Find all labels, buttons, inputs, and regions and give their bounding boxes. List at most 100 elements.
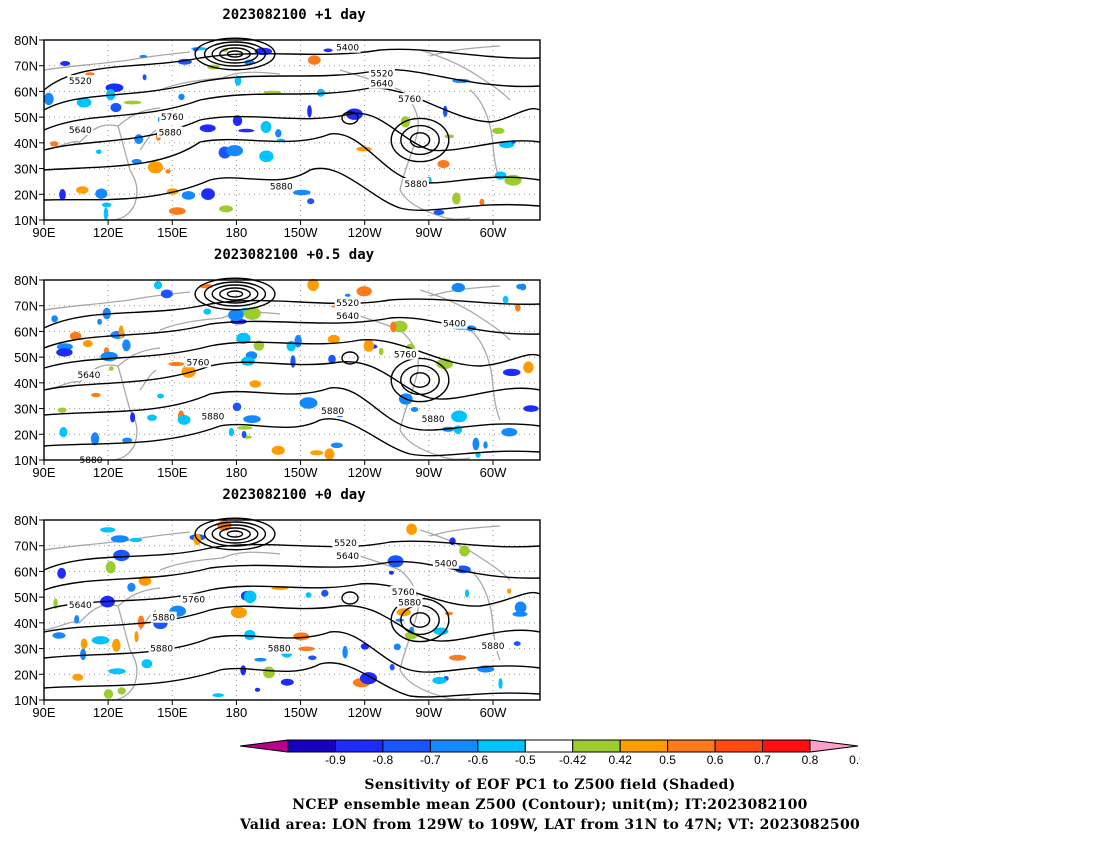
lon-tick-label: 60W bbox=[480, 465, 507, 480]
sensitivity-shading bbox=[263, 90, 282, 94]
sensitivity-shading bbox=[356, 286, 372, 297]
colorbar-box bbox=[382, 739, 431, 753]
sensitivity-shading bbox=[464, 589, 470, 598]
sensitivity-shading bbox=[56, 343, 73, 351]
sensitivity-shading bbox=[181, 365, 196, 378]
sensitivity-shading bbox=[502, 368, 521, 377]
sensitivity-shading bbox=[307, 55, 321, 65]
sensitivity-shading bbox=[323, 48, 333, 53]
sensitivity-shading bbox=[241, 430, 247, 439]
sensitivity-shading bbox=[147, 161, 164, 174]
contour-label-text: 5760 bbox=[161, 113, 184, 123]
sensitivity-shading bbox=[507, 588, 512, 594]
coastline bbox=[43, 587, 161, 631]
coastline bbox=[469, 329, 501, 421]
plot-frame bbox=[43, 39, 541, 221]
contour-label: 5760 bbox=[159, 111, 186, 123]
sensitivity-shading bbox=[330, 442, 343, 449]
colorbar-label: 0.7 bbox=[754, 753, 771, 766]
z500-contour bbox=[43, 605, 541, 642]
sensitivity-shading bbox=[69, 331, 82, 341]
colorbar-triangle-left bbox=[239, 739, 289, 753]
sensitivity-shading bbox=[442, 105, 448, 118]
sensitivity-shading bbox=[105, 561, 116, 574]
contour-low-ring bbox=[194, 517, 276, 551]
lat-tick-label: 50N bbox=[14, 350, 38, 365]
z500-contour bbox=[43, 338, 541, 369]
contour-label-text: 5760 bbox=[392, 588, 415, 598]
caption-valid-area: Valid area: LON from 129W to 109W, LAT f… bbox=[239, 817, 861, 833]
contour-label-text: 5400 bbox=[434, 560, 457, 570]
contour-label-text: 5880 bbox=[398, 598, 421, 608]
lon-tick-label: 60W bbox=[480, 225, 507, 240]
sensitivity-shading bbox=[388, 570, 394, 575]
sensitivity-shading bbox=[516, 284, 524, 290]
contour-closed-low bbox=[341, 591, 359, 605]
contour-label: 5880 bbox=[268, 180, 295, 193]
contour-low-ring bbox=[203, 521, 267, 547]
sensitivity-shading bbox=[142, 74, 147, 81]
sensitivity-shading bbox=[57, 567, 66, 579]
sensitivity-shading bbox=[307, 198, 315, 205]
contour-label-text: 5880 bbox=[201, 412, 224, 422]
sensitivity-shading bbox=[243, 590, 257, 604]
sensitivity-shading bbox=[91, 392, 101, 398]
colorbar-label: -0.6 bbox=[467, 753, 488, 766]
sensitivity-shading bbox=[199, 124, 216, 133]
sensitivity-shading bbox=[324, 448, 335, 460]
lon-tick-label: 90W bbox=[415, 465, 442, 480]
sensitivity-shading bbox=[360, 643, 370, 650]
contour-label-text: 5880 bbox=[80, 456, 103, 466]
colorbar-label: -0.7 bbox=[420, 753, 441, 766]
z500-contour bbox=[43, 662, 541, 698]
map-panel-3: 5520 5640 5400 5760 5880 5640 5760 5880 5880 5880… bbox=[0, 510, 560, 725]
contour-label-text: 5760 bbox=[398, 95, 421, 105]
sensitivity-shading bbox=[103, 689, 114, 699]
lon-tick-label: 150E bbox=[157, 225, 188, 240]
contour-label-text: 5880 bbox=[152, 614, 175, 624]
contour-label-text: 5760 bbox=[394, 351, 417, 361]
sensitivity-shading bbox=[305, 592, 312, 598]
contour-closed-low bbox=[341, 351, 359, 365]
contour-label: 5640 bbox=[67, 598, 94, 611]
sensitivity-shading bbox=[60, 61, 71, 66]
contour-label-text: 5880 bbox=[321, 407, 344, 417]
colorbar-box bbox=[477, 739, 526, 753]
contour-label: 5880 bbox=[396, 596, 423, 608]
lat-tick-label: 60N bbox=[14, 324, 38, 339]
lon-tick-label: 180 bbox=[226, 705, 248, 720]
lon-tick-label: 120E bbox=[93, 705, 124, 720]
sensitivity-shading bbox=[249, 380, 261, 388]
lat-tick-label: 40N bbox=[14, 376, 38, 391]
sensitivity-shading bbox=[363, 339, 374, 352]
contour-label-text: 5880 bbox=[270, 183, 293, 193]
sensitivity-shading bbox=[451, 410, 468, 423]
sensitivity-shading bbox=[389, 663, 395, 671]
contour-label: 5880 bbox=[150, 611, 177, 624]
sensitivity-shading bbox=[52, 632, 66, 639]
sensitivity-shading bbox=[449, 654, 467, 661]
colorbar-box bbox=[429, 739, 479, 753]
sensitivity-shading bbox=[219, 205, 233, 213]
lon-tick-label: 60W bbox=[480, 705, 507, 720]
lon-tick-label: 150W bbox=[284, 465, 319, 480]
contour-low-ring bbox=[194, 277, 276, 311]
contour-closed-low bbox=[400, 124, 440, 156]
sensitivity-shading bbox=[232, 115, 243, 127]
plot-frame bbox=[43, 519, 541, 701]
lat-tick-label: 80N bbox=[14, 273, 38, 288]
sensitivity-shading bbox=[308, 655, 317, 661]
contour-label: 5640 bbox=[75, 369, 102, 381]
lon-tick-label: 120E bbox=[93, 225, 124, 240]
sensitivity-shading bbox=[523, 361, 534, 374]
sensitivity-shading bbox=[240, 356, 255, 366]
contour-label-text: 5640 bbox=[69, 126, 92, 136]
sensitivity-shading bbox=[234, 75, 242, 86]
sensitivity-shading bbox=[59, 189, 66, 201]
z500-contour bbox=[43, 298, 541, 329]
lat-tick-label: 10N bbox=[14, 693, 38, 708]
sensitivity-shading bbox=[298, 646, 315, 652]
sensitivity-shading bbox=[178, 93, 185, 101]
contour-label: 5760 bbox=[184, 356, 211, 368]
sensitivity-shading bbox=[395, 618, 404, 622]
